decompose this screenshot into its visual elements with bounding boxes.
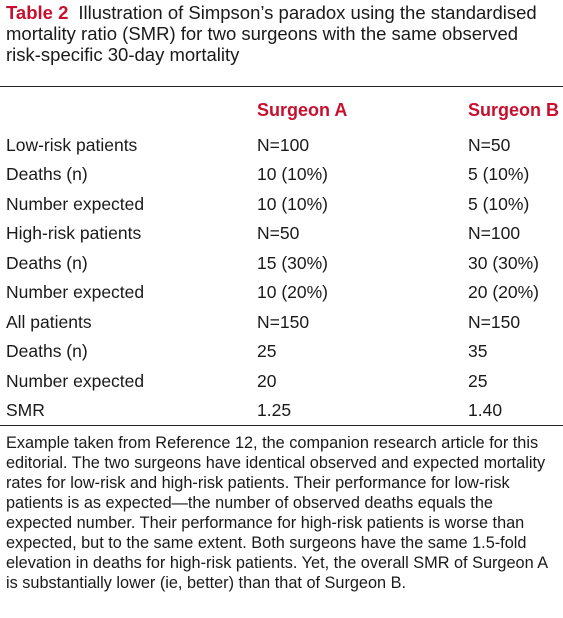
surgeon-a-value: 10 (10%) — [257, 194, 329, 214]
surgeon-a-value: N=50 — [257, 223, 300, 243]
table-top-rule — [0, 86, 563, 87]
surgeon-a-value: N=150 — [257, 312, 310, 332]
column-header-surgeon-b: Surgeon B — [468, 100, 560, 120]
surgeon-a-value: 10 (20%) — [257, 282, 329, 302]
surgeon-b-value: 35 — [468, 341, 488, 361]
surgeon-b-value: 20 (20%) — [468, 282, 540, 302]
surgeon-a-value: 25 — [257, 341, 277, 361]
table-caption: Table 2 Illustration of Simpson’s paradox… — [6, 2, 558, 65]
table-row: All patients N=150 N=150 — [0, 311, 563, 340]
table-footnote: Example taken from Reference 12, the com… — [6, 434, 548, 592]
surgeon-a-value: 10 (10%) — [257, 164, 329, 184]
surgeon-a-value: N=100 — [257, 135, 310, 155]
row-label: Low-risk patients — [6, 135, 138, 155]
row-label: Deaths (n) — [6, 164, 88, 184]
table-bottom-rule — [0, 425, 563, 426]
table-caption-text: Illustration of Simpson’s paradox using … — [6, 2, 537, 65]
table-number-label: Table 2 — [6, 2, 69, 23]
table-row: Deaths (n) 25 35 — [0, 340, 563, 369]
table-row: Deaths (n) 15 (30%) 30 (30%) — [0, 252, 563, 281]
row-label: SMR — [6, 400, 45, 420]
table-row: Number expected 20 25 — [0, 370, 563, 399]
table-row: High-risk patients N=50 N=100 — [0, 222, 563, 251]
surgeon-a-value: 1.25 — [257, 400, 292, 420]
table-row: Number expected 10 (10%) 5 (10%) — [0, 193, 563, 222]
table-row: Deaths (n) 10 (10%) 5 (10%) — [0, 163, 563, 192]
surgeon-a-value: 20 — [257, 371, 277, 391]
column-header-surgeon-a: Surgeon A — [257, 100, 348, 120]
row-label: All patients — [6, 312, 92, 332]
row-label: Number expected — [6, 282, 145, 302]
table-row: Number expected 10 (20%) 20 (20%) — [0, 281, 563, 310]
table-row: Low-risk patients N=100 N=50 — [0, 134, 563, 163]
surgeon-b-value: N=150 — [468, 312, 521, 332]
row-label: Number expected — [6, 194, 145, 214]
surgeon-b-value: 25 — [468, 371, 488, 391]
row-label: High-risk patients — [6, 223, 142, 243]
surgeon-b-value: 1.40 — [468, 400, 503, 420]
row-label: Deaths (n) — [6, 341, 88, 361]
row-label: Number expected — [6, 371, 145, 391]
surgeon-b-value: N=100 — [468, 223, 521, 243]
surgeon-b-value: 5 (10%) — [468, 164, 530, 184]
surgeon-b-value: N=50 — [468, 135, 511, 155]
surgeon-b-value: 30 (30%) — [468, 253, 540, 273]
surgeon-b-value: 5 (10%) — [468, 194, 530, 214]
surgeon-a-value: 15 (30%) — [257, 253, 329, 273]
table-row: SMR 1.25 1.40 — [0, 399, 563, 428]
row-label: Deaths (n) — [6, 253, 88, 273]
